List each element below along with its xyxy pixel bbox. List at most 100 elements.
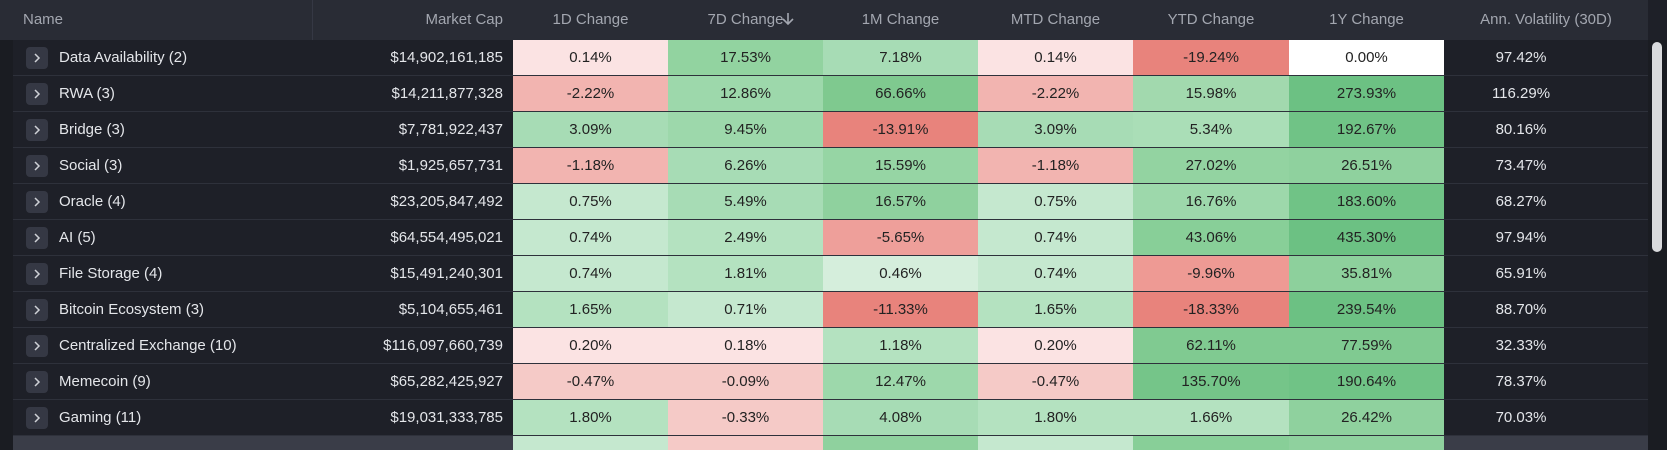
change-cell: -0.47% [978, 364, 1133, 399]
column-header[interactable]: YTD Change [1167, 11, 1255, 28]
column-header[interactable]: 7D Change [707, 11, 784, 28]
change-cell: 9.45% [668, 112, 823, 147]
chevron [34, 233, 41, 243]
scrollbar-thumb[interactable] [1652, 42, 1662, 252]
change-cell: -18.33% [1133, 292, 1289, 327]
chevron [34, 197, 41, 207]
change-cell: 192.67% [1289, 112, 1444, 147]
change-cell: -0.09% [668, 364, 823, 399]
change-cell: 43.06% [1133, 220, 1289, 255]
volatility: 78.37% [1495, 373, 1547, 390]
change-cell: 16.57% [823, 184, 978, 219]
row-name: Bridge (3) [59, 121, 125, 138]
change-cell: 15.59% [823, 148, 978, 183]
change-cell: 35.81% [1289, 256, 1444, 291]
row-name: File Storage (4) [59, 265, 163, 282]
change-cell: 273.93% [1289, 76, 1444, 111]
change-cell: 66.66% [823, 76, 978, 111]
row-line [13, 327, 1648, 328]
expand-button[interactable] [26, 47, 48, 69]
market-cap: $5,104,655,461 [398, 301, 503, 318]
expand-button[interactable] [26, 83, 48, 105]
column-header[interactable]: Ann. Volatility (30D) [1480, 11, 1612, 28]
expand-button[interactable] [26, 119, 48, 141]
change-cell: 1.80% [513, 400, 668, 435]
change-cell: -1.18% [513, 148, 668, 183]
change-cell: 5.49% [668, 184, 823, 219]
expand-button[interactable] [26, 155, 48, 177]
column-header[interactable]: 1D Change [552, 11, 629, 28]
change-cell: 0.14% [978, 40, 1133, 75]
change-cell: 0.71% [668, 292, 823, 327]
change-cell: 16.76% [1133, 184, 1289, 219]
market-cap: $14,211,877,328 [391, 85, 504, 102]
chevron [34, 53, 41, 63]
header-divider [312, 0, 313, 40]
row-line [13, 219, 1648, 220]
expand-button[interactable] [26, 191, 48, 213]
change-cell: 15.98% [1133, 76, 1289, 111]
market-cap: $14,902,161,185 [390, 49, 503, 66]
expand-button[interactable] [26, 263, 48, 285]
change-cell: 1.65% [978, 292, 1133, 327]
change-cell: -0.33% [668, 400, 823, 435]
change-cell: 3.09% [513, 112, 668, 147]
expand-button[interactable] [26, 371, 48, 393]
change-cell: 26.42% [1289, 400, 1444, 435]
change-cell: 435.30% [1289, 220, 1444, 255]
change-cell: 26.51% [1289, 148, 1444, 183]
chevron [34, 161, 41, 171]
column-header[interactable]: Name [23, 11, 64, 28]
change-cell: 6.26% [668, 148, 823, 183]
change-cell: 183.60% [1289, 184, 1444, 219]
change-cell: 5.34% [1133, 112, 1289, 147]
row-line [13, 399, 1648, 400]
chevron [34, 125, 41, 135]
change-cell: -13.91% [823, 112, 978, 147]
volatility: 97.94% [1495, 229, 1547, 246]
left-gutter [0, 40, 13, 450]
volatility: 80.16% [1495, 121, 1547, 138]
sort-arrow[interactable] [781, 12, 795, 26]
change-cell: 190.64% [1289, 364, 1444, 399]
volatility: 70.03% [1495, 409, 1547, 426]
change-cell: 0.46% [823, 256, 978, 291]
change-cell: -9.96% [1133, 256, 1289, 291]
change-cell: 0.74% [978, 220, 1133, 255]
market-cap: $23,205,847,492 [390, 193, 503, 210]
partial-cell [1133, 436, 1289, 450]
partial-cell [513, 436, 668, 450]
column-header[interactable]: 1M Change [861, 11, 940, 28]
volatility: 73.47% [1495, 157, 1547, 174]
change-cell: 239.54% [1289, 292, 1444, 327]
change-cell: 135.70% [1133, 364, 1289, 399]
expand-button[interactable] [26, 299, 48, 321]
expand-button[interactable] [26, 335, 48, 357]
market-cap: $65,282,425,927 [390, 373, 503, 390]
change-cell: 3.09% [978, 112, 1133, 147]
change-cell: -2.22% [513, 76, 668, 111]
row-name: AI (5) [59, 229, 96, 246]
row-line [13, 363, 1648, 364]
row-line [13, 255, 1648, 256]
change-cell: 0.00% [1289, 40, 1444, 75]
change-cell: 0.74% [513, 256, 668, 291]
change-cell: 1.81% [668, 256, 823, 291]
chevron [34, 89, 41, 99]
chevron [34, 377, 41, 387]
header-bar [0, 0, 1648, 40]
column-header[interactable]: 1Y Change [1329, 11, 1404, 28]
market-cap: $1,925,657,731 [398, 157, 503, 174]
expand-button[interactable] [26, 407, 48, 429]
column-header[interactable]: MTD Change [1010, 11, 1101, 28]
column-header[interactable]: Market Cap [425, 11, 503, 28]
expand-button[interactable] [26, 227, 48, 249]
market-cap: $64,554,495,021 [390, 229, 503, 246]
market-cap: $15,491,240,301 [390, 265, 503, 282]
change-cell: 0.75% [978, 184, 1133, 219]
market-cap: $7,781,922,437 [398, 121, 503, 138]
change-cell: -0.47% [513, 364, 668, 399]
volatility: 97.42% [1495, 49, 1547, 66]
change-cell: -5.65% [823, 220, 978, 255]
row-line [13, 147, 1648, 148]
